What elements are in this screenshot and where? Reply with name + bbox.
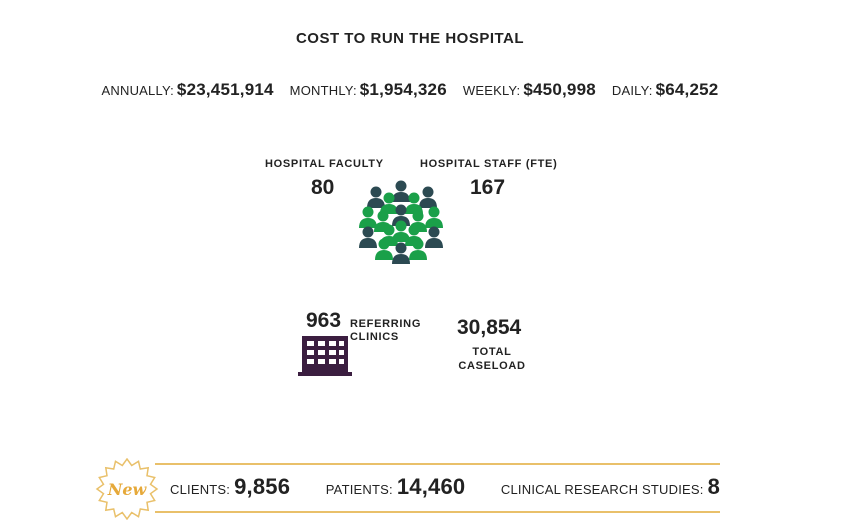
cost-label: DAILY: <box>611 83 653 98</box>
cost-monthly: MONTHLY: $1,954,326 <box>290 80 447 100</box>
clinics-label: REFERRING CLINICS <box>350 318 421 344</box>
cost-row: ANNUALLY: $23,451,914 MONTHLY: $1,954,326 … <box>0 80 820 100</box>
people-group-icon <box>359 180 443 264</box>
caseload-label-line2: CASELOAD <box>458 360 526 372</box>
person-head <box>395 220 407 232</box>
research-studies-value: 8 <box>707 474 720 499</box>
caseload-label-line1: TOTAL <box>472 346 512 358</box>
person-head <box>383 192 395 204</box>
cost-value: $1,954,326 <box>359 80 447 99</box>
person-head <box>383 224 395 236</box>
person-head <box>428 206 440 218</box>
starburst-badge-icon <box>95 458 159 520</box>
faculty-label: HOSPITAL FACULTY <box>265 158 384 170</box>
person-head <box>408 192 420 204</box>
cost-weekly: WEEKLY: $450,998 <box>463 80 596 100</box>
person-body <box>375 250 393 260</box>
cost-label: MONTHLY: <box>289 83 357 98</box>
person-body <box>392 192 410 202</box>
clients-stat: CLIENTS: 9,856 <box>170 474 290 500</box>
clinics-label-line2: CLINICS <box>350 331 399 343</box>
bottom-stats-bar <box>155 463 720 513</box>
person-body <box>392 232 410 242</box>
person-head <box>408 224 420 236</box>
person-body <box>425 218 443 228</box>
cost-annually: ANNUALLY: $23,451,914 <box>102 80 274 100</box>
staff-count: 167 <box>470 176 506 199</box>
person-head <box>362 226 374 238</box>
person-body <box>367 198 385 208</box>
staff-label: HOSPITAL STAFF (FTE) <box>420 158 558 170</box>
person-head <box>395 242 407 254</box>
bottom-stats: CLIENTS: 9,856 PATIENTS: 14,460 CLINICAL R… <box>170 474 720 500</box>
person-body <box>425 238 443 248</box>
person-head <box>377 210 389 222</box>
clients-value: 9,856 <box>234 474 291 499</box>
cost-daily: DAILY: $64,252 <box>612 80 719 100</box>
person-body <box>419 198 437 208</box>
person-body <box>409 250 427 260</box>
faculty-count: 80 <box>311 176 335 199</box>
person-head <box>412 238 424 250</box>
person-body <box>359 218 377 228</box>
person-body <box>359 238 377 248</box>
patients-value: 14,460 <box>396 474 466 499</box>
cost-label: ANNUALLY: <box>101 83 174 98</box>
research-studies-label: CLINICAL RESEARCH STUDIES: <box>500 482 704 497</box>
page-title: COST TO RUN THE HOSPITAL <box>295 30 525 47</box>
clinics-count: 963 <box>306 309 342 332</box>
person-head <box>395 180 407 192</box>
cost-value: $64,252 <box>655 80 719 99</box>
person-head <box>362 206 374 218</box>
person-body <box>392 254 410 264</box>
person-head <box>395 204 407 216</box>
patients-label: PATIENTS: <box>325 482 393 497</box>
cost-label: WEEKLY: <box>462 83 521 98</box>
caseload-label: TOTAL CASELOAD <box>457 345 527 373</box>
person-head <box>422 186 434 198</box>
caseload-count: 30,854 <box>457 316 522 339</box>
new-badge-label: New <box>107 479 147 499</box>
cost-value: $450,998 <box>523 80 596 99</box>
clinics-label-line1: REFERRING <box>350 318 422 330</box>
person-head <box>378 238 390 250</box>
person-head <box>428 226 440 238</box>
cost-value: $23,451,914 <box>176 80 274 99</box>
building-icon <box>298 336 352 376</box>
research-studies-stat: CLINICAL RESEARCH STUDIES: 8 <box>501 474 720 500</box>
patients-stat: PATIENTS: 14,460 <box>326 474 466 500</box>
clients-label: CLIENTS: <box>170 482 231 497</box>
person-head <box>370 186 382 198</box>
person-head <box>412 210 424 222</box>
